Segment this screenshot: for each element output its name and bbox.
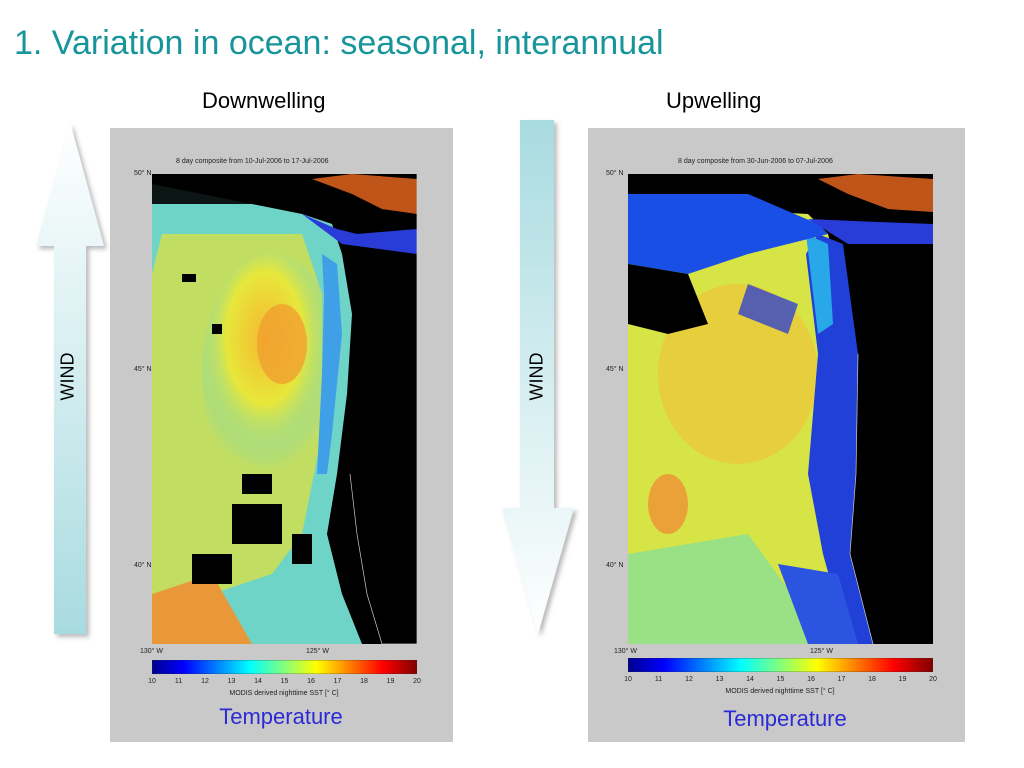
colorbar-tick: 11	[174, 678, 183, 685]
colorbar-tick: 15	[776, 676, 785, 683]
temperature-caption: Temperature	[219, 704, 343, 729]
upwelling-panel: 8 day composite from 30-Jun-2006 to 07-J…	[588, 128, 965, 742]
wind-up-arrow-icon	[36, 122, 104, 634]
upwelling-heading: Upwelling	[666, 88, 762, 113]
colorbar-tick: 20	[929, 676, 937, 683]
lat-label-50: 50° N	[134, 170, 152, 177]
lon-label-130: 130° W	[140, 648, 164, 655]
colorbar-tick: 13	[227, 678, 236, 685]
colorbar-tick: 18	[360, 678, 368, 685]
colorbar-tick: 12	[685, 676, 693, 683]
lon-label-125: 125° W	[810, 648, 834, 655]
colorbar-tick: 17	[837, 676, 846, 683]
colorbar-label: MODIS derived nighttime SST [° C]	[725, 688, 835, 695]
wind-label-left: WIND	[57, 352, 78, 401]
colorbar-tick: 16	[807, 676, 815, 683]
colorbar-tick: 10	[148, 678, 156, 685]
map-title: 8 day composite from 30-Jun-2006 to 07-J…	[678, 158, 833, 165]
colorbar-tick: 16	[307, 678, 315, 685]
colorbar-tick: 15	[280, 678, 289, 685]
lon-label-125: 125° W	[306, 648, 330, 655]
colorbar-tick: 14	[746, 676, 754, 683]
sst-map-upwelling	[628, 174, 933, 644]
colorbar-label: MODIS derived nighttime SST [° C]	[229, 690, 339, 697]
downwelling-panel: 8 day composite from 10-Jul-2006 to 17-J…	[110, 128, 453, 742]
colorbar-tick: 19	[386, 678, 395, 685]
sst-map-downwelling	[152, 174, 417, 644]
lat-label-50: 50° N	[606, 170, 624, 177]
slide-title: 1. Variation in ocean: seasonal, interan…	[14, 24, 664, 62]
colorbar-tick: 10	[624, 676, 632, 683]
wind-down-arrow-icon	[502, 120, 574, 634]
lat-label-45: 45° N	[134, 366, 152, 373]
lon-label-130: 130° W	[614, 648, 638, 655]
colorbar-tick: 11	[654, 676, 663, 683]
colorbar-tick: 14	[254, 678, 262, 685]
lat-label-40: 40° N	[134, 562, 152, 569]
colorbar-upwelling	[628, 658, 933, 672]
lat-label-45: 45° N	[606, 366, 624, 373]
lat-label-40: 40° N	[606, 562, 624, 569]
map-title: 8 day composite from 10-Jul-2006 to 17-J…	[176, 158, 329, 165]
wind-label-right: WIND	[526, 352, 547, 401]
downwelling-heading: Downwelling	[202, 88, 326, 113]
colorbar-tick: 18	[868, 676, 876, 683]
colorbar-tick: 12	[201, 678, 209, 685]
colorbar-tick: 19	[898, 676, 907, 683]
colorbar-tick: 13	[715, 676, 724, 683]
temperature-caption: Temperature	[723, 706, 847, 731]
colorbar-tick: 17	[333, 678, 342, 685]
colorbar-downwelling	[152, 660, 417, 674]
colorbar-tick: 20	[413, 678, 421, 685]
